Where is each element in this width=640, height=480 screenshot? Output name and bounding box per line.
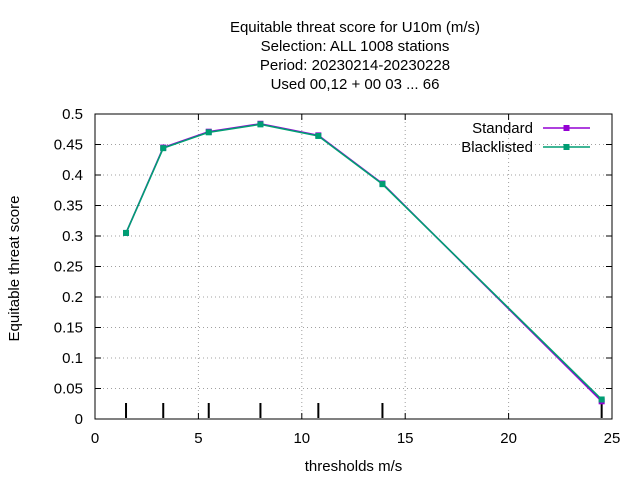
y-axis-label: Equitable threat score [6, 196, 23, 342]
x-tick-label: 10 [293, 430, 310, 447]
chart-title-line: Used 00,12 + 00 03 ... 66 [271, 76, 440, 93]
data-point [123, 229, 130, 236]
y-tick-label: 0.45 [54, 137, 83, 154]
data-point [379, 181, 386, 188]
series-line [125, 122, 603, 402]
y-tick-label: 0.4 [62, 167, 83, 184]
chart-title-line: Selection: ALL 1008 stations [261, 38, 450, 55]
x-tick-label: 0 [91, 430, 99, 447]
legend-label: Standard [472, 120, 533, 137]
legend: Standard Blacklisted [461, 120, 590, 156]
y-tick-label: 0.05 [54, 381, 83, 398]
plot-frame [94, 113, 613, 420]
y-tick-label: 0.1 [62, 350, 83, 367]
x-tick-label: 15 [397, 430, 414, 447]
x-tick-label: 5 [194, 430, 202, 447]
chart-title-line: Period: 20230214-20230228 [260, 57, 450, 74]
data-point [205, 129, 212, 136]
axis-ticks: 0 5 10 15 20 25 0 0.05 0.1 0.15 0.2 0.25 0.3 0.35 0.4 0… [54, 106, 621, 447]
legend-swatch-marker [563, 125, 570, 131]
x-tick-label: 20 [500, 430, 517, 447]
y-tick-label: 0.3 [62, 228, 83, 245]
chart-title: Equitable threat score for U10m (m/s) Sel… [230, 19, 480, 93]
grid [95, 114, 612, 419]
y-tick-label: 0 [75, 411, 83, 428]
series [123, 120, 605, 405]
x-axis-label: thresholds m/s [305, 458, 403, 475]
data-point [160, 145, 167, 152]
data-point [315, 132, 322, 139]
chart-title-line: Equitable threat score for U10m (m/s) [230, 19, 480, 36]
threshold-markers [125, 403, 603, 418]
y-tick-label: 0.15 [54, 320, 83, 337]
legend-swatch-marker [563, 144, 570, 150]
data-point [598, 396, 605, 403]
series-standard [123, 120, 605, 405]
x-tick-label: 25 [604, 430, 621, 447]
y-tick-label: 0.35 [54, 198, 83, 215]
y-tick-label: 0.5 [62, 106, 83, 123]
y-tick-label: 0.25 [54, 259, 83, 276]
legend-label: Blacklisted [461, 139, 533, 156]
y-tick-label: 0.2 [62, 289, 83, 306]
series-blacklisted [123, 121, 605, 403]
data-point [257, 121, 264, 128]
